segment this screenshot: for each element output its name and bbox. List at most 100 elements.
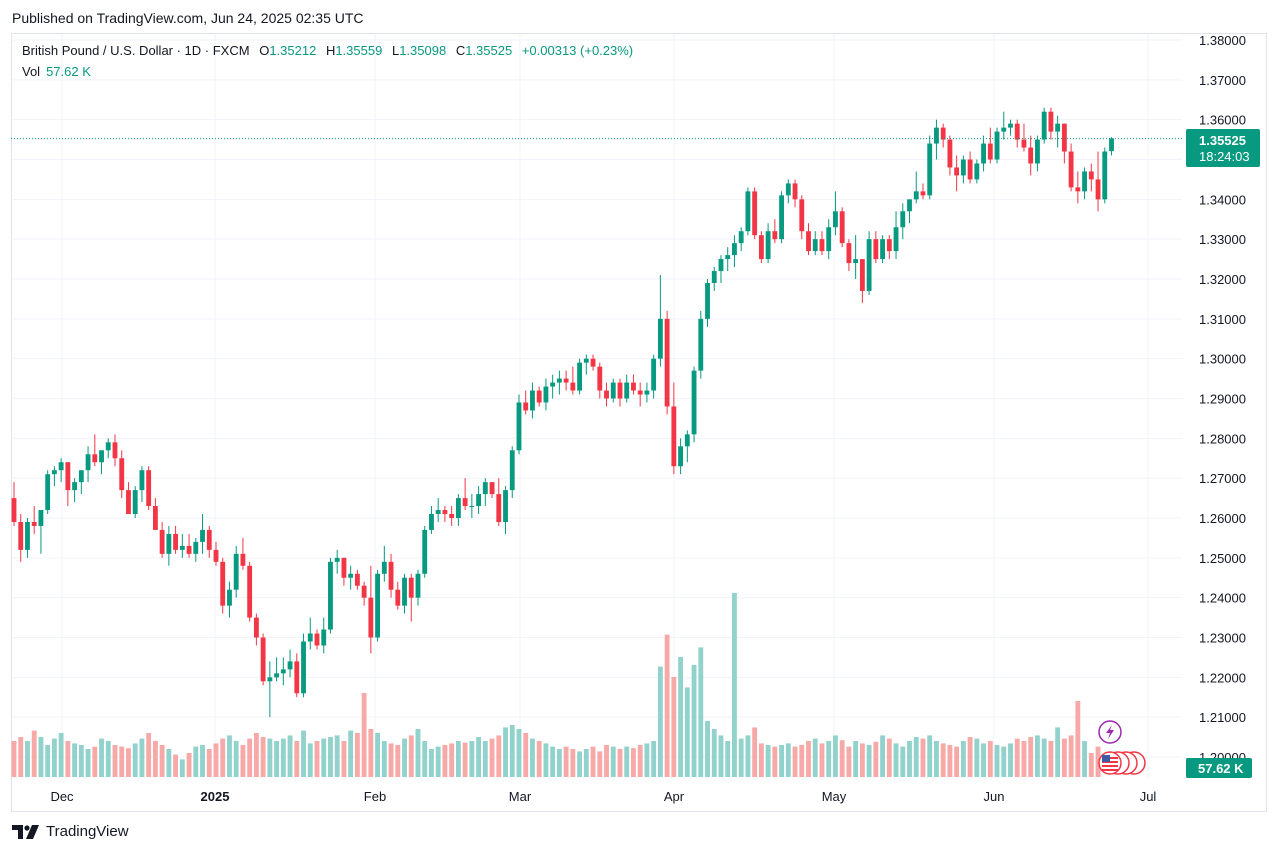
candle[interactable] xyxy=(449,506,455,526)
candle[interactable] xyxy=(45,470,51,515)
candle[interactable] xyxy=(1109,137,1114,156)
candle[interactable] xyxy=(516,394,522,455)
candle[interactable] xyxy=(1061,123,1067,164)
candle[interactable] xyxy=(785,179,791,204)
volume-label[interactable]: Vol xyxy=(22,64,41,79)
candle[interactable] xyxy=(92,434,98,467)
candle[interactable] xyxy=(489,482,495,499)
candle[interactable] xyxy=(51,466,57,487)
candle[interactable] xyxy=(920,183,926,200)
candle[interactable] xyxy=(1041,107,1047,144)
candle[interactable] xyxy=(866,231,872,295)
candle[interactable] xyxy=(846,239,852,272)
candle[interactable] xyxy=(927,135,933,200)
candle[interactable] xyxy=(435,498,441,522)
candle[interactable] xyxy=(934,119,939,160)
candle[interactable] xyxy=(31,506,37,534)
candle[interactable] xyxy=(280,657,286,686)
candle[interactable] xyxy=(1014,119,1020,148)
candle[interactable] xyxy=(806,223,811,256)
candle[interactable] xyxy=(503,486,508,534)
candle[interactable] xyxy=(267,661,273,718)
candle[interactable] xyxy=(1075,171,1081,204)
candle[interactable] xyxy=(637,382,643,407)
candle[interactable] xyxy=(375,569,381,642)
candle[interactable] xyxy=(422,525,428,578)
candle[interactable] xyxy=(58,458,64,483)
candle[interactable] xyxy=(240,537,246,570)
candle[interactable] xyxy=(913,171,919,204)
candle[interactable] xyxy=(193,537,199,562)
candle[interactable] xyxy=(72,478,78,503)
candle[interactable] xyxy=(839,207,845,248)
candle[interactable] xyxy=(294,653,300,698)
candle[interactable] xyxy=(496,478,502,526)
candle[interactable] xyxy=(1001,111,1007,140)
candle[interactable] xyxy=(65,462,71,507)
candle[interactable] xyxy=(1028,135,1034,176)
candle[interactable] xyxy=(462,478,468,511)
candle[interactable] xyxy=(126,482,131,515)
candle[interactable] xyxy=(146,466,152,511)
candle[interactable] xyxy=(833,191,838,236)
candle[interactable] xyxy=(368,565,374,654)
candle[interactable] xyxy=(25,518,30,558)
candle[interactable] xyxy=(1068,143,1074,192)
candle[interactable] xyxy=(967,151,973,184)
candle[interactable] xyxy=(960,155,966,184)
candle[interactable] xyxy=(253,613,259,646)
candle[interactable] xyxy=(274,657,280,682)
candle[interactable] xyxy=(725,247,731,272)
candle[interactable] xyxy=(220,557,226,614)
candle[interactable] xyxy=(772,219,778,244)
candle[interactable] xyxy=(206,525,212,558)
candle[interactable] xyxy=(402,573,407,614)
candle[interactable] xyxy=(583,354,589,375)
candle[interactable] xyxy=(78,470,84,495)
candle[interactable] xyxy=(301,633,306,698)
candle[interactable] xyxy=(260,633,266,686)
candle[interactable] xyxy=(981,135,986,172)
candle[interactable] xyxy=(819,231,825,256)
candle[interactable] xyxy=(657,275,663,367)
candle[interactable] xyxy=(853,235,859,279)
candle[interactable] xyxy=(556,370,562,395)
candle[interactable] xyxy=(99,450,104,475)
candle[interactable] xyxy=(429,506,434,534)
candle[interactable] xyxy=(469,494,475,518)
candle[interactable] xyxy=(705,279,710,327)
candle[interactable] xyxy=(1082,167,1087,200)
candle[interactable] xyxy=(152,498,158,530)
candle[interactable] xyxy=(758,231,764,264)
candle[interactable] xyxy=(1055,115,1061,148)
candle[interactable] xyxy=(166,525,172,566)
candle[interactable] xyxy=(765,223,771,264)
candle[interactable] xyxy=(415,569,421,606)
candle[interactable] xyxy=(577,358,583,395)
candle[interactable] xyxy=(159,521,165,558)
candle[interactable] xyxy=(18,514,24,562)
candle[interactable] xyxy=(408,573,414,622)
candle[interactable] xyxy=(732,235,737,268)
candle[interactable] xyxy=(139,466,145,503)
candle[interactable] xyxy=(38,510,44,554)
candle[interactable] xyxy=(893,211,899,260)
candle[interactable] xyxy=(738,227,744,252)
candle[interactable] xyxy=(974,159,980,184)
last-price-tag[interactable]: 1.35525 18:24:03 xyxy=(1186,129,1260,167)
candle[interactable] xyxy=(886,235,892,260)
candle[interactable] xyxy=(213,541,219,566)
candle[interactable] xyxy=(233,545,239,598)
candle[interactable] xyxy=(873,231,879,264)
candle[interactable] xyxy=(590,354,596,371)
candle[interactable] xyxy=(570,366,576,395)
candle[interactable] xyxy=(1095,151,1101,212)
candle[interactable] xyxy=(112,434,118,467)
tradingview-logo[interactable]: TradingView xyxy=(12,823,129,840)
candle[interactable] xyxy=(395,581,401,610)
candle[interactable] xyxy=(247,561,253,622)
candle[interactable] xyxy=(563,370,569,391)
candle[interactable] xyxy=(907,199,912,224)
candle[interactable] xyxy=(341,557,347,586)
